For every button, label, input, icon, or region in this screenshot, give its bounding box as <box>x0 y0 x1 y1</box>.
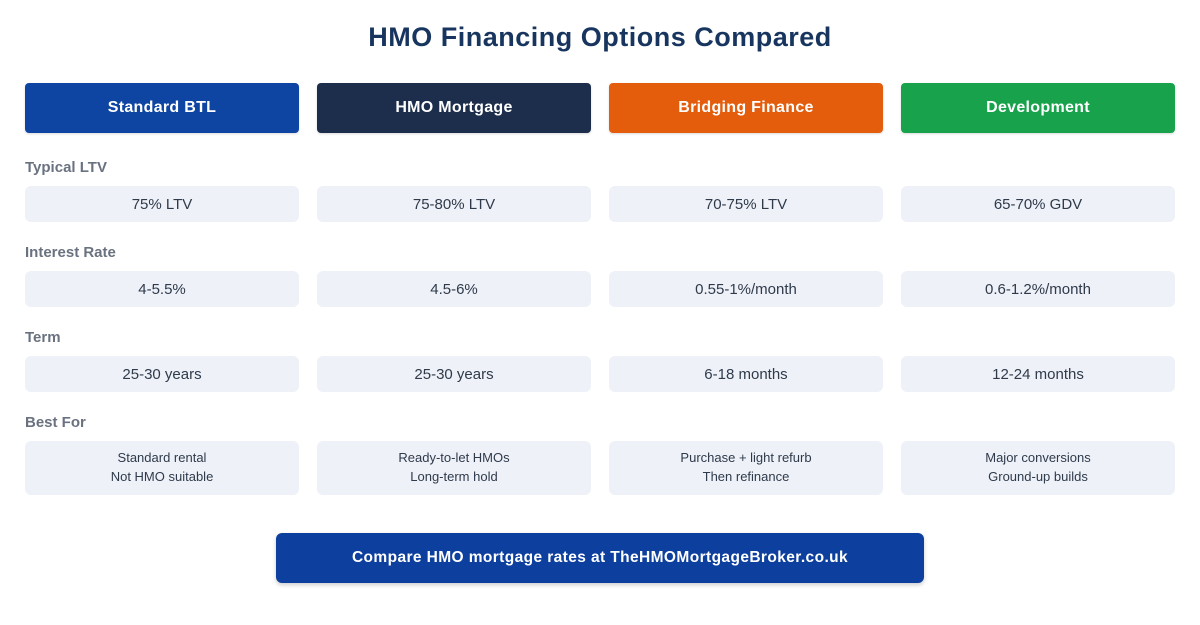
row-label-term: Term <box>25 329 61 346</box>
column-header-row: Standard BTL HMO Mortgage Bridging Finan… <box>25 83 1175 133</box>
value-cell: 75-80% LTV <box>317 186 591 222</box>
value-cell: 70-75% LTV <box>609 186 883 222</box>
column-header-development: Development <box>901 83 1175 133</box>
value-cell: Purchase + light refurb Then refinance <box>609 441 883 495</box>
row-best-for: Standard rental Not HMO suitable Ready-t… <box>25 441 1175 495</box>
row-label-typical-ltv: Typical LTV <box>25 159 107 176</box>
column-header-standard-btl: Standard BTL <box>25 83 299 133</box>
value-cell: 6-18 months <box>609 356 883 392</box>
row-typical-ltv: 75% LTV 75-80% LTV 70-75% LTV 65-70% GDV <box>25 186 1175 222</box>
row-label-interest-rate: Interest Rate <box>25 244 116 261</box>
value-cell: 0.6-1.2%/month <box>901 271 1175 307</box>
value-cell: Major conversions Ground-up builds <box>901 441 1175 495</box>
value-cell: Standard rental Not HMO suitable <box>25 441 299 495</box>
value-cell: 25-30 years <box>25 356 299 392</box>
value-cell: 0.55-1%/month <box>609 271 883 307</box>
value-cell: 4.5-6% <box>317 271 591 307</box>
column-header-hmo-mortgage: HMO Mortgage <box>317 83 591 133</box>
row-label-best-for: Best For <box>25 414 86 431</box>
column-header-bridging-finance: Bridging Finance <box>609 83 883 133</box>
value-cell: 4-5.5% <box>25 271 299 307</box>
value-cell: Ready-to-let HMOs Long-term hold <box>317 441 591 495</box>
row-term: 25-30 years 25-30 years 6-18 months 12-2… <box>25 356 1175 392</box>
cta-container: Compare HMO mortgage rates at TheHMOMort… <box>25 533 1175 583</box>
page-title: HMO Financing Options Compared <box>368 22 832 52</box>
row-interest-rate: 4-5.5% 4.5-6% 0.55-1%/month 0.6-1.2%/mon… <box>25 271 1175 307</box>
value-cell: 12-24 months <box>901 356 1175 392</box>
value-cell: 75% LTV <box>25 186 299 222</box>
value-cell: 25-30 years <box>317 356 591 392</box>
cta-button[interactable]: Compare HMO mortgage rates at TheHMOMort… <box>275 533 925 583</box>
value-cell: 65-70% GDV <box>901 186 1175 222</box>
